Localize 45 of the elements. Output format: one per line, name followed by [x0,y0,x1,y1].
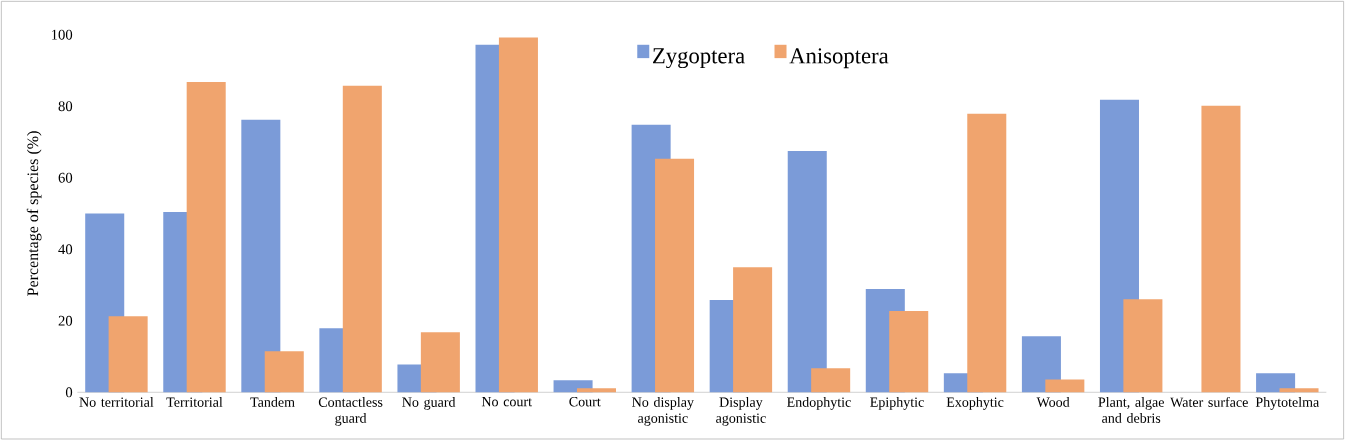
bar [241,119,281,393]
bar [186,81,226,393]
x-tick-label: Tandem [250,396,295,407]
x-tick-label: Display agonistic [716,396,766,426]
x-tick-label: Epiphytic [870,396,924,410]
x-tick-label: No court [481,396,532,407]
bar [498,37,538,393]
bar [967,113,1007,393]
y-tick-label: 60 [58,172,73,183]
bar [787,150,827,393]
x-tick-label: Wood [1036,396,1070,407]
bar [1021,335,1061,393]
bar [889,310,929,393]
y-tick-label: 0 [65,387,73,398]
legend-label: Zygoptera [653,48,745,68]
bar [811,368,851,393]
bar [576,388,616,393]
y-axis-title: Percentage of species (%) [26,131,42,296]
bar [733,266,773,393]
x-tick-label: Exophytic [946,396,1004,410]
bar [1201,105,1241,393]
bar [1123,299,1163,393]
bar [1045,379,1085,393]
x-tick-label: No display agonistic [632,396,694,426]
bar [1256,373,1296,393]
x-tick-label: Plant, algae and debris [1098,396,1164,423]
bar [342,85,382,393]
y-tick-label: 100 [51,29,73,40]
x-tick-label: Contactless guard [318,396,383,426]
y-tick-label: 80 [58,101,73,112]
x-tick-label: Territorial [166,396,223,407]
x-tick-label: Phytotelma [1255,396,1320,410]
x-tick-label: Water surface [1170,396,1248,407]
bar [655,158,695,393]
bar [108,315,148,393]
bar [420,332,460,393]
y-tick-label: 40 [58,244,73,255]
bar [264,351,304,393]
x-tick-label: No territorial [79,396,154,407]
x-tick-label: No guard [402,396,456,410]
bar [1279,388,1319,393]
legend-label: Anisoptera [789,48,889,68]
x-tick-label: Endophytic [787,396,851,410]
x-tick-label: Court [569,396,601,407]
y-tick-label: 20 [58,315,73,326]
